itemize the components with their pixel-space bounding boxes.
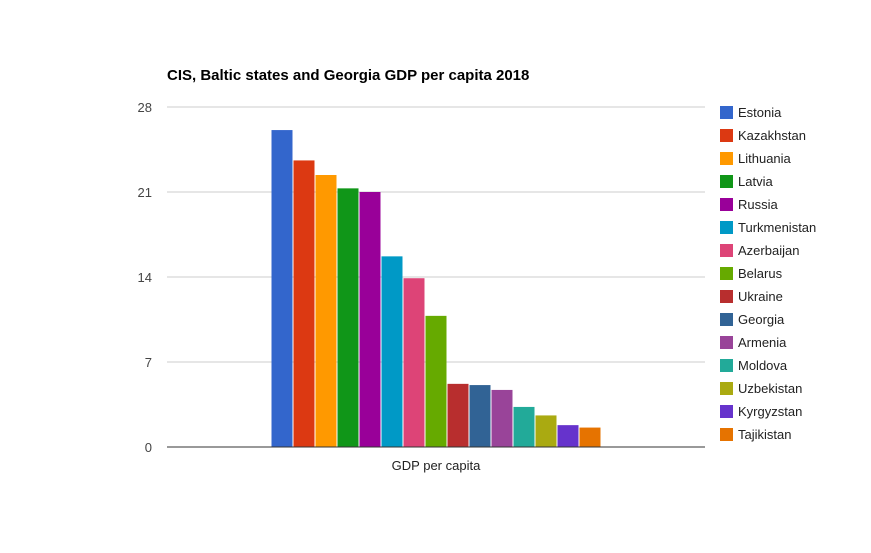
bar-russia — [359, 192, 381, 447]
legend-swatch-turkmenistan — [720, 221, 733, 234]
bar-azerbaijan — [403, 278, 425, 447]
bar-kazakhstan — [293, 160, 315, 447]
legend-swatch-belarus — [720, 267, 733, 280]
legend-swatch-russia — [720, 198, 733, 211]
bar-armenia — [491, 389, 513, 447]
legend-label-uzbekistan: Uzbekistan — [738, 381, 802, 396]
legend-label-belarus: Belarus — [738, 266, 783, 281]
legend-label-georgia: Georgia — [738, 312, 785, 327]
legend-label-kyrgyzstan: Kyrgyzstan — [738, 404, 802, 419]
bar-belarus — [425, 315, 447, 447]
bars — [271, 130, 601, 448]
legend-swatch-latvia — [720, 175, 733, 188]
legend-swatch-georgia — [720, 313, 733, 326]
legend-swatch-uzbekistan — [720, 382, 733, 395]
y-tick-label: 28 — [138, 100, 152, 115]
legend-label-azerbaijan: Azerbaijan — [738, 243, 799, 258]
bar-lithuania — [315, 175, 337, 447]
x-category-label: GDP per capita — [392, 458, 481, 473]
legend-swatch-armenia — [720, 336, 733, 349]
bar-uzbekistan — [535, 415, 557, 447]
legend-swatch-kazakhstan — [720, 129, 733, 142]
bar-latvia — [337, 188, 359, 447]
legend-label-kazakhstan: Kazakhstan — [738, 128, 806, 143]
legend-label-estonia: Estonia — [738, 105, 782, 120]
bar-tajikistan — [579, 427, 601, 447]
bar-georgia — [469, 385, 491, 447]
legend-label-tajikistan: Tajikistan — [738, 427, 791, 442]
legend-label-lithuania: Lithuania — [738, 151, 792, 166]
legend-swatch-ukraine — [720, 290, 733, 303]
bar-estonia — [271, 130, 293, 448]
y-tick-label: 14 — [138, 270, 152, 285]
legend-swatch-estonia — [720, 106, 733, 119]
legend-swatch-moldova — [720, 359, 733, 372]
legend-swatch-azerbaijan — [720, 244, 733, 257]
y-tick-label: 7 — [145, 355, 152, 370]
legend-label-russia: Russia — [738, 197, 779, 212]
legend-swatch-tajikistan — [720, 428, 733, 441]
bar-moldova — [513, 406, 535, 447]
chart-title: CIS, Baltic states and Georgia GDP per c… — [167, 67, 529, 84]
legend-label-latvia: Latvia — [738, 174, 773, 189]
legend: Estonia Kazakhstan Lithuania Latvia Russia Tu… — [720, 105, 816, 442]
legend-label-turkmenistan: Turkmenistan — [738, 220, 816, 235]
bar-ukraine — [447, 383, 469, 447]
bar-kyrgyzstan — [557, 425, 579, 447]
bar-turkmenistan — [381, 256, 403, 447]
legend-swatch-lithuania — [720, 152, 733, 165]
legend-label-moldova: Moldova — [738, 358, 788, 373]
legend-swatch-kyrgyzstan — [720, 405, 733, 418]
y-tick-label: 0 — [145, 440, 152, 455]
y-tick-label: 21 — [138, 185, 152, 200]
legend-label-armenia: Armenia — [738, 335, 787, 350]
legend-label-ukraine: Ukraine — [738, 289, 783, 304]
y-axis-ticks: 0 7 14 21 28 — [138, 100, 152, 455]
x-axis-categories: GDP per capita — [392, 458, 481, 473]
